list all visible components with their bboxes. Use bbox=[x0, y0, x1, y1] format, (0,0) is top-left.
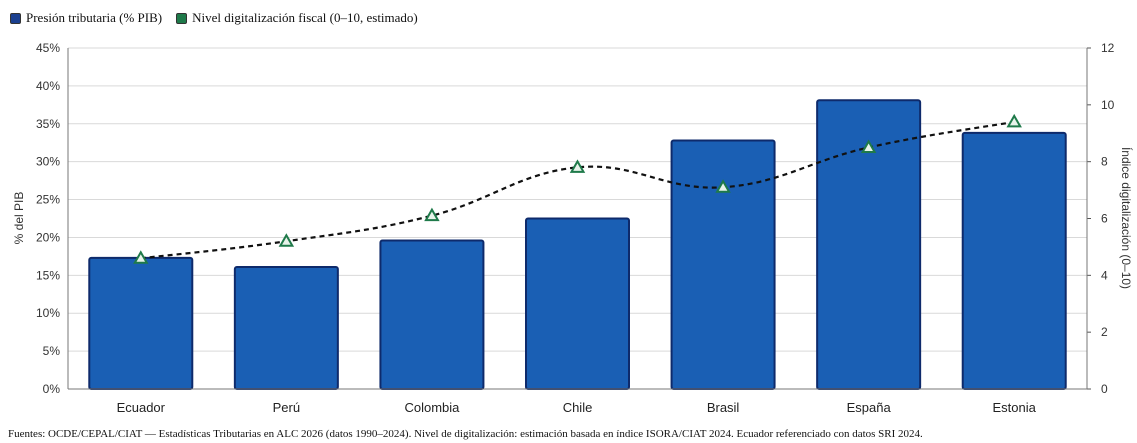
y-tick-label-left: 10% bbox=[36, 306, 60, 320]
y-tick-label-left: 0% bbox=[43, 382, 61, 396]
bar-estonia bbox=[963, 133, 1066, 389]
y-tick-label-left: 45% bbox=[36, 41, 60, 55]
y-tick-label-right: 2 bbox=[1101, 325, 1108, 339]
bar-colombia bbox=[380, 240, 483, 389]
y-axis-title-left: % del PIB bbox=[12, 192, 26, 245]
x-tick-label: Brasil bbox=[707, 400, 740, 415]
y-tick-label-left: 35% bbox=[36, 117, 60, 131]
line-marker-estonia bbox=[1008, 116, 1020, 127]
x-tick-label: Ecuador bbox=[117, 400, 166, 415]
y-tick-label-right: 0 bbox=[1101, 382, 1108, 396]
y-tick-label-left: 30% bbox=[36, 155, 60, 169]
y-tick-label-right: 8 bbox=[1101, 155, 1108, 169]
y-tick-label-left: 15% bbox=[36, 268, 60, 282]
source-note: Fuentes: OCDE/CEPAL/CIAT — Estadísticas … bbox=[8, 428, 923, 440]
x-tick-label: Perú bbox=[273, 400, 300, 415]
x-tick-label: España bbox=[847, 400, 892, 415]
line-marker-perú bbox=[280, 235, 292, 246]
y-tick-label-left: 40% bbox=[36, 79, 60, 93]
bar-series bbox=[89, 100, 1065, 389]
x-tick-label: Colombia bbox=[404, 400, 460, 415]
y-tick-label-left: 20% bbox=[36, 230, 60, 244]
bar-ecuador bbox=[89, 258, 192, 389]
y-tick-label-right: 6 bbox=[1101, 212, 1108, 226]
bar-perú bbox=[235, 267, 338, 389]
bar-chile bbox=[526, 219, 629, 390]
y-tick-label-right: 10 bbox=[1101, 98, 1115, 112]
bar-brasil bbox=[672, 140, 775, 389]
y-axis-title-right: Índice digitalización (0–10) bbox=[1119, 147, 1134, 289]
chart-canvas: 0% 5% 10% 15% 20% 25% 30% 35% 40% 45% 0 2 4 6 8 10 12 Ecu… bbox=[0, 0, 1137, 425]
y-tick-label-left: 5% bbox=[43, 344, 61, 358]
y-tick-label-left: 25% bbox=[36, 193, 60, 207]
x-tick-label: Estonia bbox=[993, 400, 1037, 415]
y-tick-label-right: 4 bbox=[1101, 268, 1108, 282]
x-tick-label: Chile bbox=[563, 400, 593, 415]
y-tick-label-right: 12 bbox=[1101, 41, 1115, 55]
